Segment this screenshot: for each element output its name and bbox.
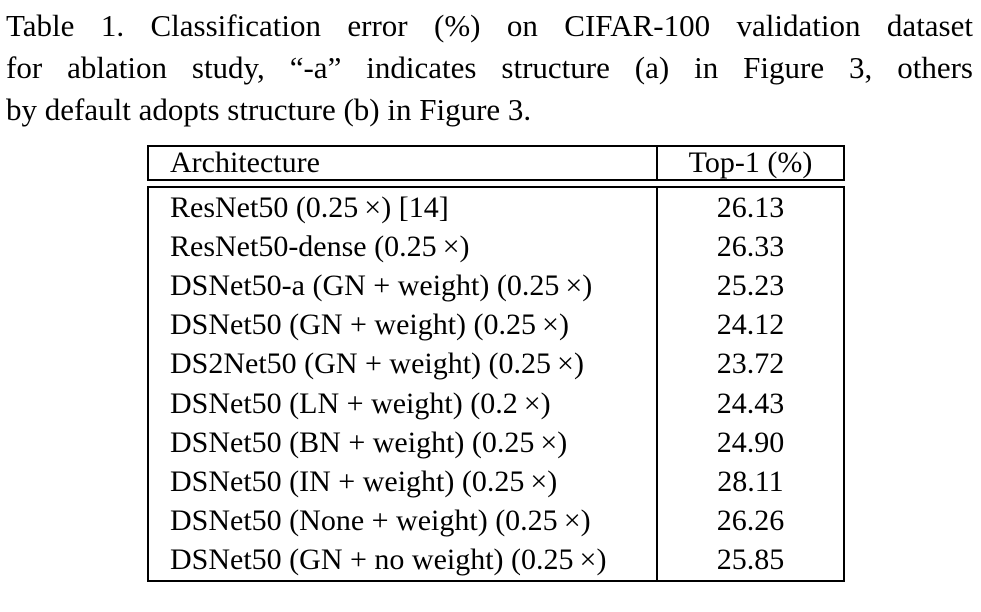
table-row: DSNet50 (GN + no weight) (0.25 ×) 25.85	[149, 540, 843, 580]
table-caption: Table 1. Classification error (%) on CIF…	[6, 5, 973, 131]
architecture-cell: DSNet50 (IN + weight) (0.25 ×)	[170, 464, 558, 498]
architecture-cell: DSNet50-a (GN + weight) (0.25 ×)	[170, 268, 593, 302]
top1-cell: 28.11	[656, 462, 843, 502]
table-header-row: Architecture Top-1 (%)	[147, 145, 845, 181]
table-row: DSNet50 (None + weight) (0.25 ×) 26.26	[149, 501, 843, 541]
table-row: DSNet50-a (GN + weight) (0.25 ×) 25.23	[149, 266, 843, 306]
top1-cell: 24.90	[656, 423, 843, 463]
architecture-cell: DSNet50 (BN + weight) (0.25 ×)	[170, 425, 568, 459]
caption-line-1: Table 1. Classification error (%) on CIF…	[6, 8, 973, 43]
top1-cell: 26.33	[656, 227, 843, 267]
top1-cell: 25.23	[656, 266, 843, 306]
table-row: DSNet50 (GN + weight) (0.25 ×) 24.12	[149, 305, 843, 345]
top1-cell: 26.13	[656, 188, 843, 228]
top1-cell: 23.72	[656, 344, 843, 384]
architecture-cell: DSNet50 (LN + weight) (0.2 ×)	[170, 386, 551, 420]
architecture-cell: DSNet50 (GN + weight) (0.25 ×)	[170, 308, 569, 342]
architecture-cell: DSNet50 (GN + no weight) (0.25 ×)	[170, 543, 607, 577]
table-row: DSNet50 (IN + weight) (0.25 ×) 28.11	[149, 462, 843, 502]
table-row: DSNet50 (LN + weight) (0.2 ×) 24.43	[149, 383, 843, 424]
top1-cell: 26.26	[656, 501, 843, 541]
table-body: ResNet50 (0.25 ×) [14] 26.13 ResNet50-de…	[147, 186, 845, 582]
caption-line-2: for ablation study, “-a” indicates struc…	[6, 50, 973, 85]
table-row: DS2Net50 (GN + weight) (0.25 ×) 23.72	[149, 344, 843, 384]
architecture-cell: DSNet50 (None + weight) (0.25 ×)	[170, 504, 591, 538]
architecture-cell: DS2Net50 (GN + weight) (0.25 ×)	[170, 347, 584, 381]
table-row: ResNet50-dense (0.25 ×) 26.33	[149, 227, 843, 267]
top1-cell: 24.12	[656, 305, 843, 345]
top1-cell: 24.43	[656, 383, 843, 424]
results-table: Architecture Top-1 (%) ResNet50 (0.25 ×)…	[147, 145, 845, 582]
caption-line-3: by default adopts structure (b) in Figur…	[6, 92, 532, 127]
table-row: DSNet50 (BN + weight) (0.25 ×) 24.90	[149, 423, 843, 463]
column-header-top1: Top-1 (%)	[656, 146, 843, 179]
architecture-cell: ResNet50 (0.25 ×) [14]	[170, 190, 449, 224]
architecture-cell: ResNet50-dense (0.25 ×)	[170, 229, 470, 263]
top1-cell: 25.85	[656, 540, 843, 580]
table-row: ResNet50 (0.25 ×) [14] 26.13	[149, 188, 843, 228]
column-header-architecture: Architecture	[170, 147, 320, 179]
